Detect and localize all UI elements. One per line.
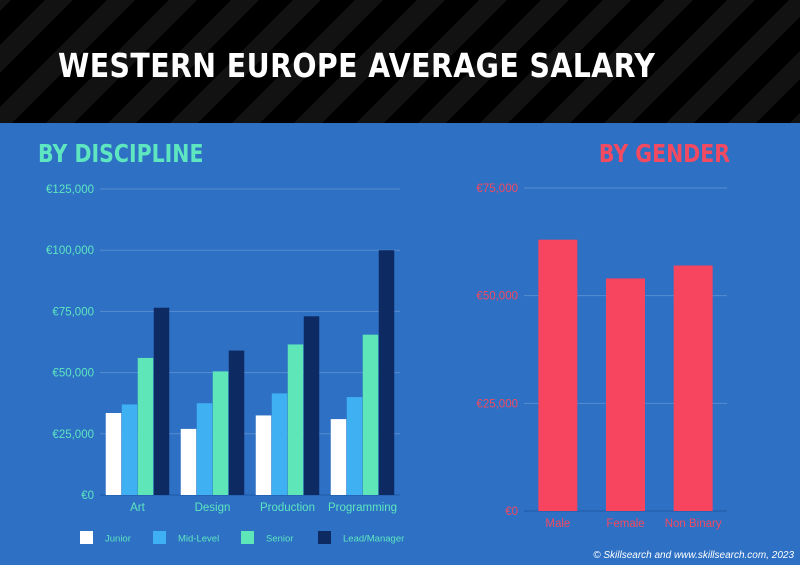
banner-background	[0, 0, 800, 123]
x-tick-label: Male	[545, 518, 570, 530]
bar-art-junior	[105, 412, 122, 495]
y-tick-label: €50,000	[52, 368, 94, 380]
bar-art-lead-manager	[153, 307, 170, 495]
y-tick-label: €100,000	[46, 245, 94, 257]
y-tick-label: €50,000	[476, 291, 518, 303]
y-tick-label: €0	[81, 490, 94, 502]
banner-stripe	[0, 0, 73, 73]
page-title: WESTERN EUROPE AVERAGE SALARY	[58, 46, 656, 85]
legend-swatch	[241, 531, 254, 544]
banner-stripe	[108, 0, 259, 123]
banner-stripe	[728, 51, 800, 123]
banner-stripe	[232, 0, 383, 123]
bar-design-mid-level	[196, 403, 213, 495]
x-tick-label: Non Binary	[665, 518, 722, 530]
y-tick-label: €125,000	[46, 184, 94, 196]
y-tick-label: €75,000	[52, 306, 94, 318]
y-tick-label: €25,000	[52, 429, 94, 441]
bar-production-mid-level	[271, 393, 288, 495]
x-tick-label: Production	[260, 502, 315, 514]
banner-stripe	[666, 0, 800, 123]
banner-stripe	[0, 0, 11, 11]
x-tick-label: Design	[195, 502, 231, 514]
gender-chart: €0 €25,000 €50,000 €75,000 Male Female Non Bin…	[476, 183, 727, 530]
legend-label: Lead/Manager	[343, 534, 404, 545]
x-tick-label: Programming	[328, 502, 397, 514]
banner-stripe	[170, 0, 321, 123]
bar-programming-junior	[330, 419, 347, 495]
legend-label: Senior	[266, 534, 293, 545]
gender-section-title: BY GENDER	[598, 139, 730, 168]
bar-production-lead-manager	[303, 316, 320, 495]
legend-swatch	[153, 531, 166, 544]
legend-swatch	[80, 531, 93, 544]
header-banner	[0, 0, 800, 123]
bar-female-value	[606, 278, 645, 511]
bar-programming-senior	[362, 334, 379, 495]
banner-stripe	[294, 0, 445, 123]
banner-stripe	[542, 0, 693, 123]
banner-stripes	[0, 0, 800, 123]
legend-swatch	[318, 531, 331, 544]
discipline-chart: €0 €25,000 €50,000 €75,000 €100,000 €125,000 A…	[46, 184, 404, 545]
x-tick-label: Female	[606, 518, 644, 530]
y-tick-label: €0	[505, 506, 518, 518]
bar-art-senior	[137, 357, 154, 495]
source-credit: © Skillsearch and www.skillsearch.com, 2…	[593, 550, 794, 561]
bar-non-binary-value	[673, 265, 713, 511]
banner-stripe	[480, 0, 631, 123]
banner-stripe	[356, 0, 507, 123]
bar-design-lead-manager	[228, 350, 245, 495]
y-tick-label: €25,000	[476, 398, 518, 410]
bar-design-senior	[212, 371, 229, 495]
bar-production-senior	[287, 344, 304, 495]
bar-production-junior	[255, 415, 272, 495]
legend-label: Junior	[105, 534, 131, 545]
bar-design-junior	[180, 428, 197, 495]
banner-stripe	[0, 0, 135, 123]
banner-stripe	[46, 0, 197, 123]
legend-label: Mid-Level	[178, 534, 219, 545]
bar-programming-lead-manager	[378, 250, 395, 495]
banner-stripe	[790, 113, 800, 123]
banner-stripe	[604, 0, 755, 123]
discipline-section-title: BY DISCIPLINE	[38, 139, 204, 168]
x-tick-label: Art	[130, 502, 146, 514]
bar-programming-mid-level	[346, 397, 363, 495]
y-tick-label: €75,000	[476, 183, 518, 195]
bar-art-mid-level	[121, 404, 138, 495]
banner-stripe	[418, 0, 569, 123]
bar-male-value	[538, 239, 578, 511]
